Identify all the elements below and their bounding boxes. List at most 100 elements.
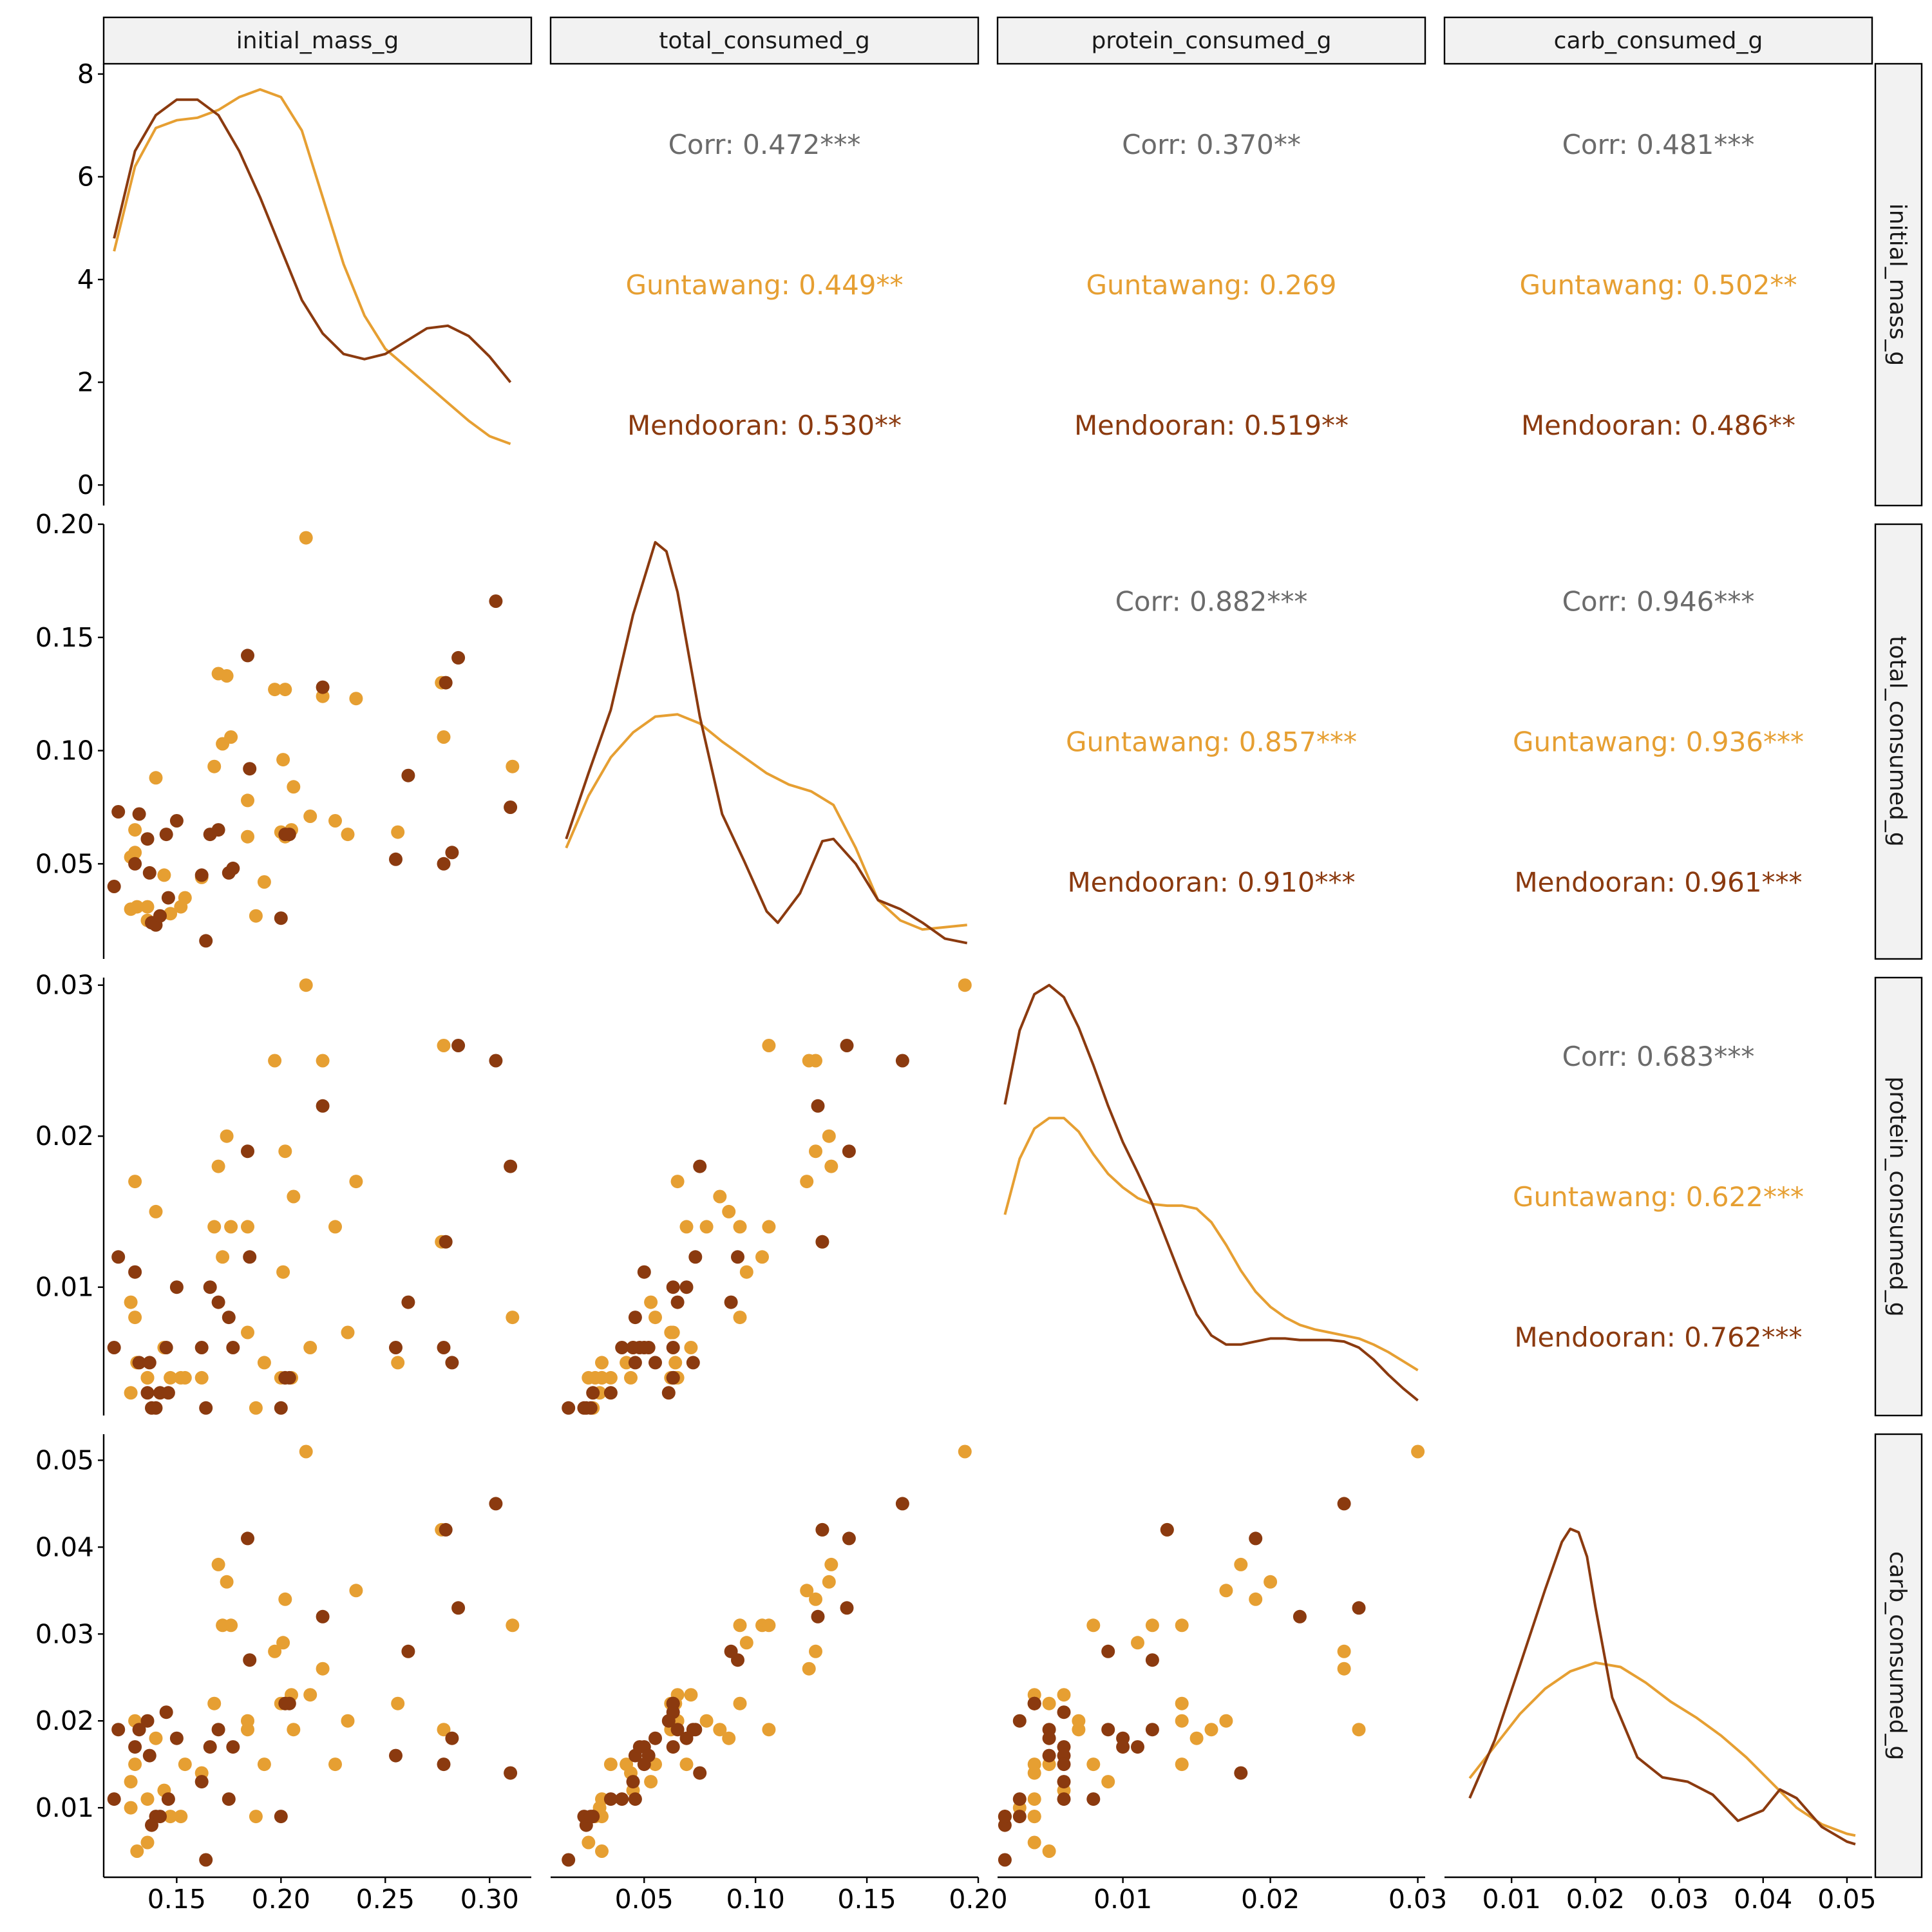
scatter-point-mendooran [161,891,175,905]
x-tick-label: 0.20 [252,1884,310,1915]
scatter-point-mendooran [159,1705,173,1719]
scatter-point-mendooran [842,1531,856,1546]
scatter-point-guntawang [1175,1757,1189,1772]
scatter-point-guntawang [1072,1714,1086,1728]
scatter-point-guntawang [582,1835,596,1850]
scatter-point-mendooran [140,1386,155,1400]
scatter-point-mendooran [562,1853,576,1867]
scatter-point-guntawang [257,1356,271,1370]
scatter-point-mendooran [128,857,142,871]
scatter-point-mendooran [998,1810,1012,1824]
scatter-point-guntawang [268,1054,282,1068]
scatter-point-mendooran [679,1731,694,1745]
scatter-point-guntawang [1175,1714,1189,1728]
column-strip-carb-consumed [1443,16,1873,65]
scatter-point-mendooran [161,1386,175,1400]
scatter-point-guntawang [762,1618,776,1633]
scatter-point-guntawang [207,1220,222,1234]
scatter-point-guntawang [644,1295,658,1309]
x-tick-label: 0.15 [837,1884,896,1915]
scatter-point-guntawang [257,875,271,889]
x-tick-label: 0.03 [1650,1884,1709,1915]
x-tick-label: 0.02 [1241,1884,1300,1915]
scatter-point-mendooran [389,852,402,866]
y-axis-initial_mass_g: 0 2 4 6 8 [77,59,105,506]
scatter-point-guntawang [668,1356,683,1370]
scatter-point-mendooran [811,1099,825,1113]
scatter-point-mendooran [688,1250,703,1264]
density-line-mendooran [1003,983,1419,1402]
scatter-point-guntawang [670,1175,685,1189]
scatter-point-mendooran [1057,1757,1071,1772]
scatter-point-mendooran [274,911,288,925]
row-strip-label: carb_consumed_g [1884,1551,1911,1761]
scatter-point-mendooran [169,814,184,828]
correlation-panel-initial_mass_g-vs-carb_consumed_g: Corr: 0.481*** Guntawang: 0.502** Mendoora… [1519,129,1797,441]
scatter-point-guntawang [822,1575,836,1589]
scatter-point-mendooran [445,1356,459,1370]
row-strip-label: initial_mass_g [1884,204,1911,366]
scatter-point-guntawang [140,900,155,914]
scatter-point-guntawang [733,1696,747,1710]
scatter-point-mendooran [203,1280,217,1294]
scatter-point-guntawang [1204,1723,1218,1737]
scatter-point-guntawang [1249,1592,1263,1606]
scatter-point-mendooran [142,866,156,880]
column-strip-label: total_consumed_g [659,28,869,54]
correlation-mendooran: Mendooran: 0.530** [627,410,902,441]
scatter-point-guntawang [287,1723,301,1737]
scatter-point-mendooran [211,1295,225,1309]
scatter-point-mendooran [693,1159,707,1173]
y-axis-carb_consumed_g: 0.01 0.02 0.03 0.04 0.05 [35,1434,105,1877]
scatter-point-mendooran [451,1601,466,1615]
scatter-point-mendooran [649,1731,662,1745]
x-tick-label: 0.25 [356,1884,415,1915]
scatter-point-guntawang [437,1039,451,1052]
column-strip-label: initial_mass_g [236,28,399,54]
scatter-point-guntawang [595,1356,609,1370]
scatter-point-guntawang [809,1144,822,1159]
scatter-point-guntawang [595,1844,609,1858]
scatter-point-mendooran [1234,1766,1248,1780]
scatter-point-guntawang [1337,1662,1351,1676]
scatter-point-guntawang [1175,1696,1189,1710]
scatter-point-mendooran [199,934,213,948]
scatter-point-guntawang [722,1731,736,1745]
scatter-point-guntawang [124,1801,138,1815]
y-tick-label: 0.03 [35,1618,94,1649]
scatter-point-guntawang [958,978,972,992]
scatter-point-mendooran [1352,1601,1366,1615]
scatter-point-mendooran [282,1370,296,1385]
scatter-point-guntawang [303,810,317,823]
scatter-point-mendooran [142,1356,156,1370]
scatter-point-guntawang [733,1220,747,1234]
scatter-point-guntawang [713,1189,727,1204]
scatter-point-mendooran [1293,1609,1307,1624]
scatter-point-guntawang [649,1311,662,1325]
scatter-panel-total_consumed_g-vs-initial_mass_g [107,531,520,948]
scatter-point-mendooran [199,1853,213,1867]
scatter-point-mendooran [661,1386,676,1400]
density-line-guntawang [113,88,511,446]
scatter-point-mendooran [583,1810,598,1824]
scatter-point-mendooran [666,1370,680,1385]
scatter-point-guntawang [157,868,171,882]
scatter-point-guntawang [824,1557,838,1571]
axes: 024680.050.100.150.200.010.020.030.010.0… [35,59,1877,1915]
scatter-point-mendooran [815,1235,829,1249]
scatter-point-guntawang [699,1220,714,1234]
scatter-point-mendooran [1086,1792,1101,1806]
scatter-point-mendooran [282,1696,296,1710]
scatter-point-mendooran [670,1295,685,1309]
scatter-point-mendooran [211,1723,225,1737]
scatter-point-guntawang [624,1370,638,1385]
correlation-overall: Corr: 0.481*** [1562,129,1755,160]
scatter-point-mendooran [107,880,121,893]
scatter-point-mendooran [439,676,453,690]
scatter-point-mendooran [1145,1653,1159,1667]
scatter-point-guntawang [603,1370,618,1385]
x-tick-label: 0.10 [726,1884,785,1915]
scatter-point-guntawang [1352,1723,1366,1737]
column-strip-label: carb_consumed_g [1554,28,1763,54]
x-axis-total_consumed_g: 0.05 0.10 0.15 0.20 [551,1876,1008,1915]
